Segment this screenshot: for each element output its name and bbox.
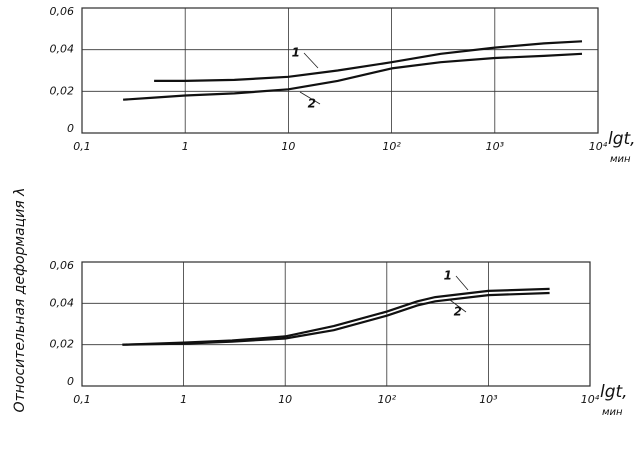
- x-axis-unit: мин: [602, 407, 623, 418]
- y-tick-label: 0: [67, 375, 74, 388]
- x-tick-label: 10: [281, 140, 295, 153]
- y-tick-label: 0,06: [50, 5, 75, 18]
- series-line: [123, 52, 583, 101]
- x-tick-label: 1: [180, 393, 187, 406]
- series-line: [122, 287, 550, 346]
- leader-line: [303, 52, 319, 69]
- series-label: 1: [292, 46, 300, 60]
- x-tick-label: 10⁴: [581, 393, 600, 406]
- leader-line: [455, 275, 469, 291]
- series-line: [154, 40, 583, 82]
- series-line: [122, 291, 550, 346]
- x-axis-unit: мин: [610, 154, 631, 165]
- series-label: 1: [444, 269, 452, 283]
- x-axis-label: lgt,: [608, 129, 636, 149]
- x-tick-label: 10³: [479, 393, 498, 406]
- series-label: 2: [308, 97, 316, 111]
- x-tick-label: 10²: [382, 140, 401, 153]
- plot-frame: [81, 261, 591, 387]
- series-label: 2: [454, 305, 462, 319]
- x-tick-label: 10⁴: [589, 140, 608, 153]
- x-axis-label: lgt,: [600, 382, 628, 402]
- y-tick-label: 0: [67, 122, 74, 135]
- y-tick-label: 0,04: [50, 296, 75, 309]
- y-axis-label: Относительная деформация λ: [12, 188, 28, 413]
- y-tick-label: 0,02: [50, 338, 75, 351]
- y-tick-label: 0,06: [50, 259, 75, 272]
- x-tick-label: 10²: [378, 393, 397, 406]
- x-tick-label: 10³: [486, 140, 505, 153]
- x-tick-label: 1: [182, 140, 189, 153]
- x-tick-label: 0,1: [73, 393, 91, 406]
- x-tick-label: 0,1: [73, 140, 91, 153]
- leader-line: [299, 91, 321, 105]
- y-tick-label: 0,04: [50, 43, 75, 56]
- x-tick-label: 10: [278, 393, 292, 406]
- y-tick-label: 0,02: [50, 84, 75, 97]
- leader-line: [449, 299, 467, 313]
